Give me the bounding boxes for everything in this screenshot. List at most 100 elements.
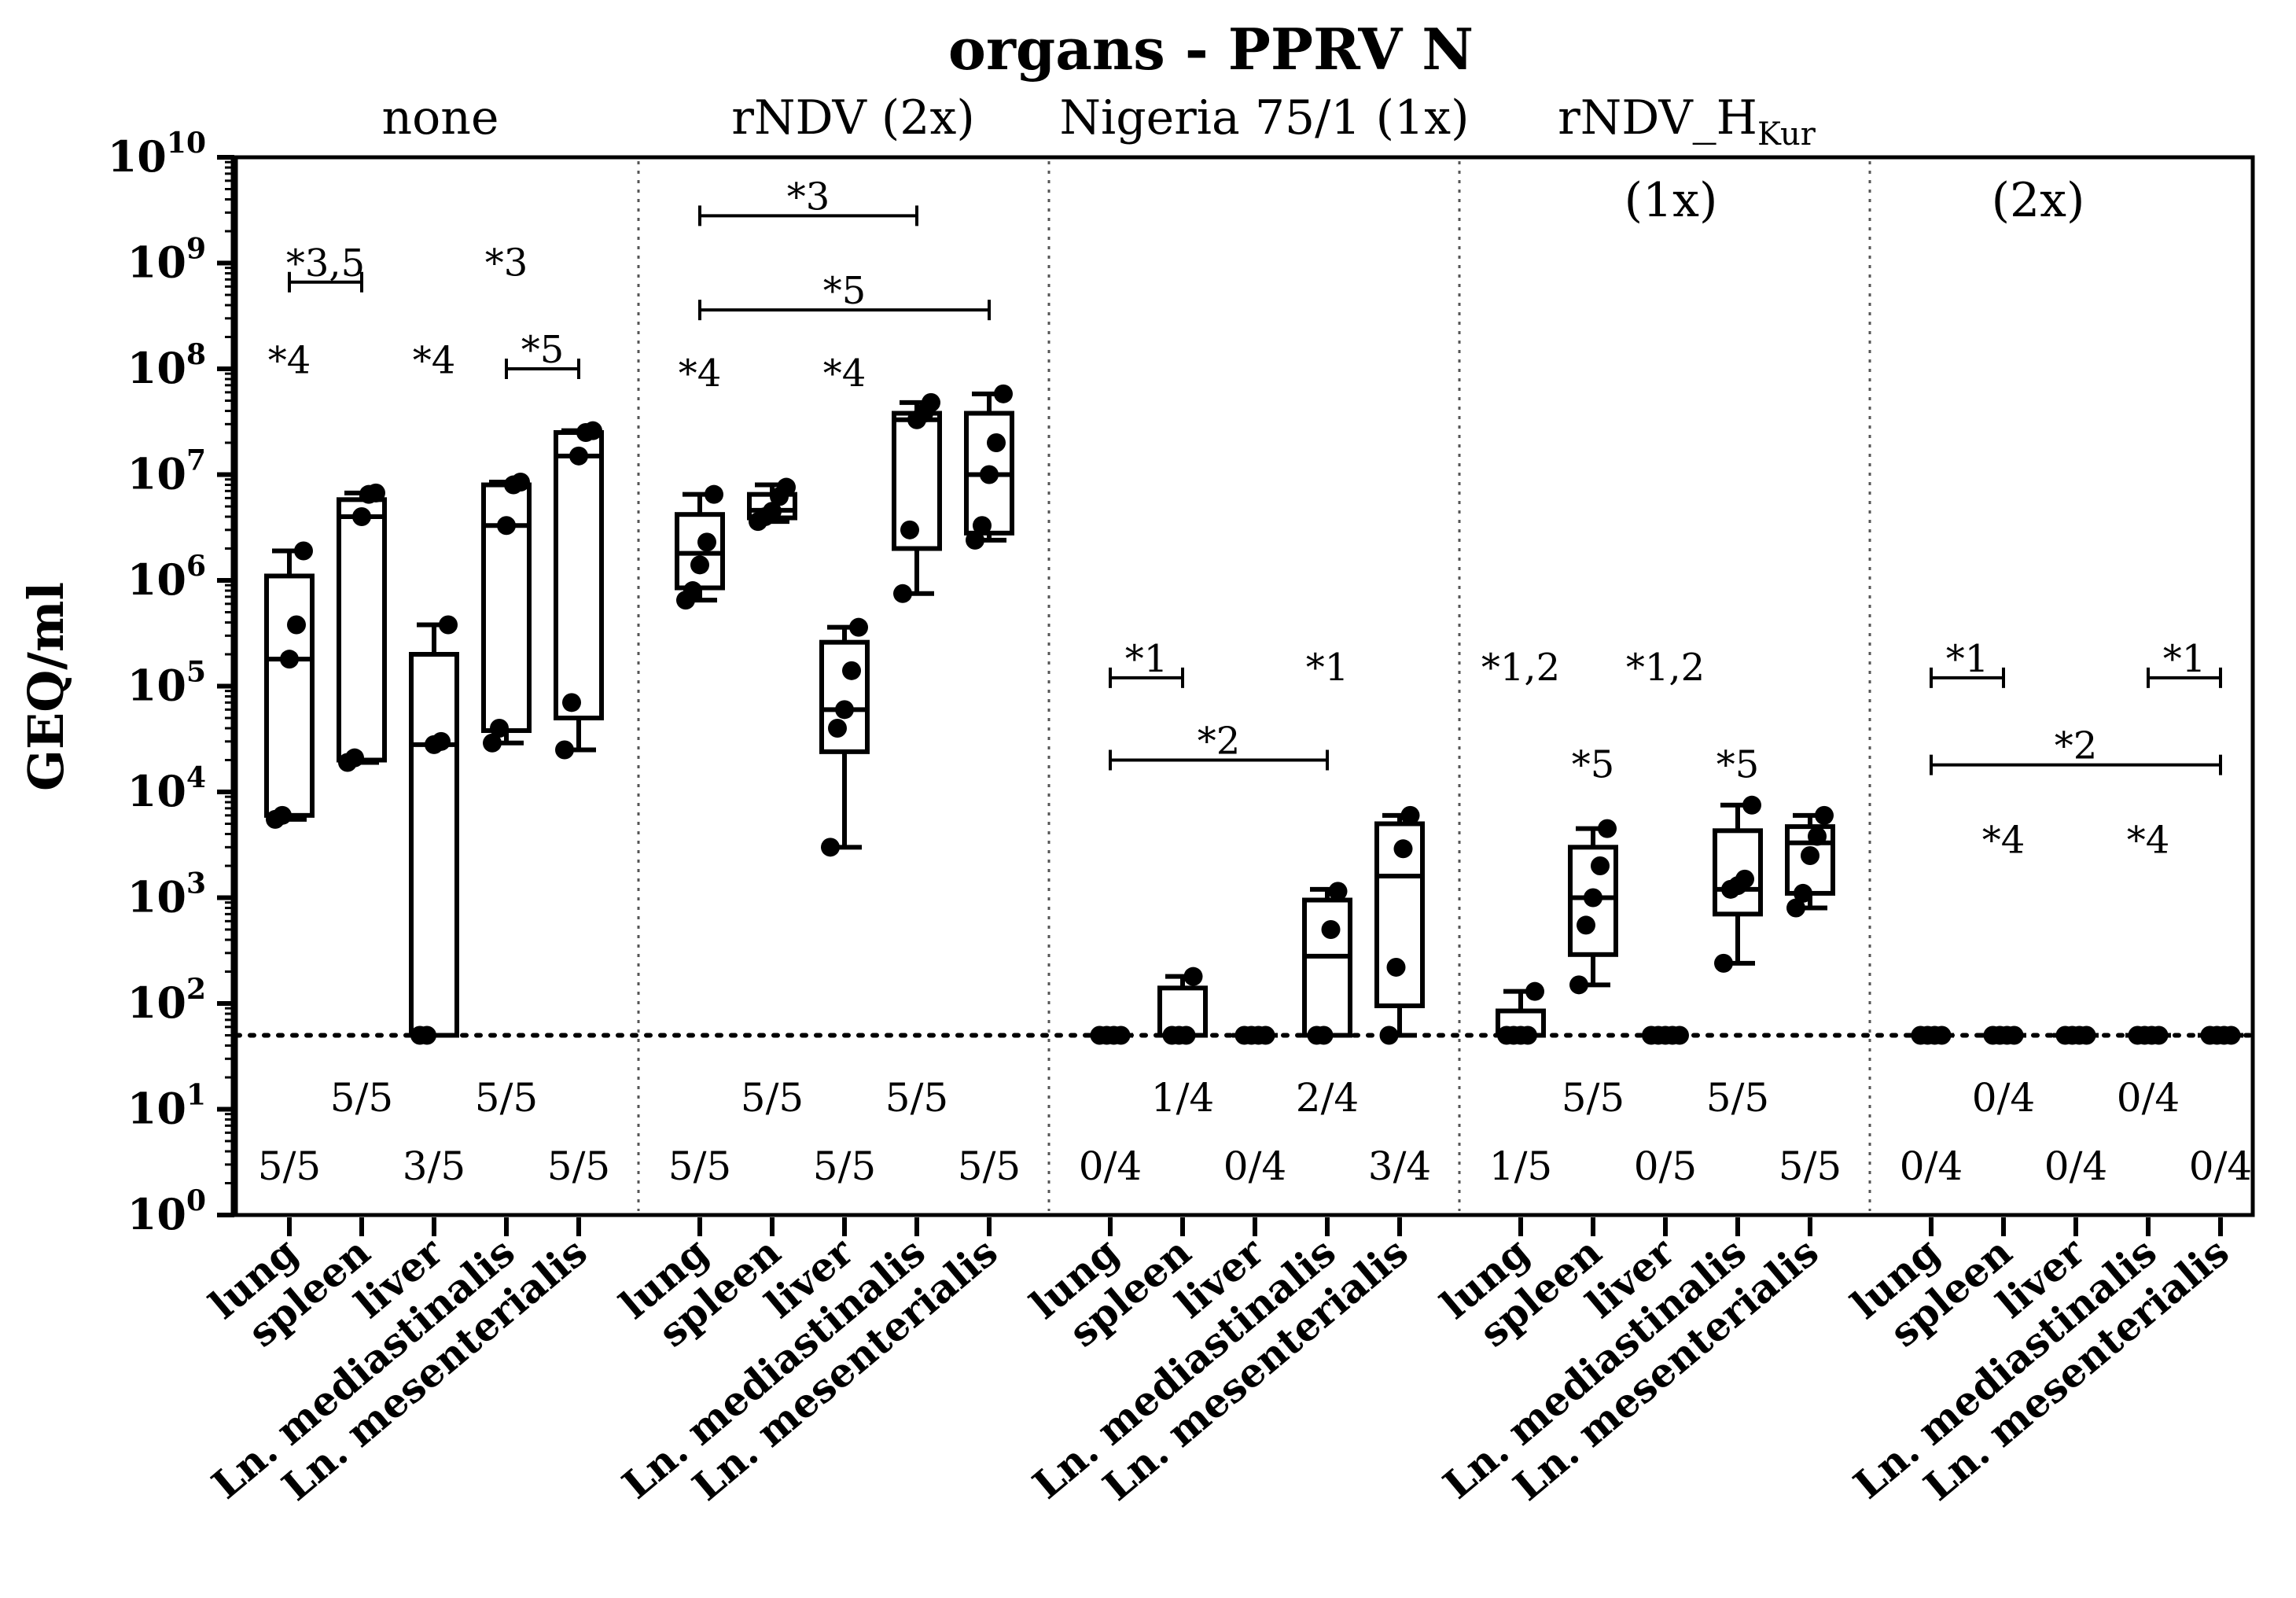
data-point: [366, 483, 385, 503]
data-point: [1794, 883, 1812, 903]
data-point: [1598, 819, 1617, 838]
box-1-1: [747, 477, 797, 532]
y-tick-label: 106: [127, 550, 206, 605]
data-point: [1183, 967, 1203, 986]
y-tick-label: 109: [127, 233, 206, 288]
ratio-label: 5/5: [1706, 1075, 1769, 1121]
significance-label: *3,5: [286, 241, 365, 285]
data-point: [980, 465, 999, 484]
y-tick-label: 1010: [108, 127, 206, 182]
y-axis-label: GEQ/ml: [17, 582, 75, 791]
y-tick-label-exponent: 2: [186, 973, 206, 1006]
data-point: [1400, 805, 1420, 825]
y-tick-label-base: 10: [127, 449, 186, 499]
significance-label: *5: [1572, 743, 1615, 787]
box-iqr: [409, 652, 459, 1038]
data-point: [1525, 981, 1544, 1001]
ratio-label: 0/4: [2117, 1075, 2180, 1121]
ratio-label: 5/5: [475, 1075, 538, 1121]
data-point: [1569, 975, 1588, 995]
box-0-4: [554, 421, 604, 760]
group-header-rndv-hkur-sub: Kur: [1757, 116, 1816, 153]
data-point: [835, 700, 854, 720]
box-iqr: [1302, 897, 1352, 1038]
ratio-label: 0/4: [2189, 1143, 2252, 1189]
ratio-label: 1/4: [1151, 1075, 1214, 1121]
y-tick-label-exponent: 10: [167, 127, 206, 160]
data-point: [987, 433, 1006, 453]
ratio-label: 5/5: [1779, 1143, 1842, 1189]
y-tick-label: 102: [127, 973, 206, 1028]
data-point: [763, 502, 782, 521]
data-point: [439, 615, 458, 635]
ratio-label: 0/4: [2044, 1143, 2107, 1189]
data-point: [280, 650, 299, 669]
box-0-2: [409, 615, 459, 1045]
y-tick-label-exponent: 7: [186, 444, 206, 477]
data-point: [1735, 869, 1754, 889]
y-tick-label: 103: [127, 867, 206, 922]
ratio-label: 5/5: [885, 1075, 948, 1121]
box-4-0: [1908, 1025, 1954, 1045]
data-point: [418, 1025, 436, 1045]
ratio-label: 0/4: [1900, 1143, 1963, 1189]
data-point: [1815, 805, 1834, 825]
data-point: [966, 530, 984, 550]
box-1-3: [892, 392, 942, 603]
box-iqr: [1713, 828, 1763, 917]
significance-label: *1: [1306, 646, 1349, 690]
significance-label: *4: [413, 338, 456, 382]
significance-label: *2: [2055, 724, 2098, 768]
significance-label: *4: [268, 338, 311, 382]
data-point: [1714, 953, 1733, 973]
ratio-label: 2/4: [1296, 1075, 1359, 1121]
box-4-3: [2125, 1025, 2171, 1045]
data-point: [1801, 845, 1820, 865]
ratio-label: 0/4: [1223, 1143, 1286, 1189]
y-tick-label-exponent: 3: [186, 867, 206, 900]
ratio-label: 3/5: [403, 1143, 465, 1189]
data-point: [432, 731, 451, 751]
y-tick-label: 100: [127, 1184, 206, 1239]
data-point: [1379, 1025, 1399, 1045]
significance-label: *1,2: [1481, 646, 1560, 690]
box-2-3: [1302, 882, 1352, 1045]
data-point: [287, 615, 306, 635]
data-point: [1176, 1025, 1196, 1045]
y-tick-label-base: 10: [108, 131, 167, 182]
data-point: [683, 581, 702, 601]
box-4-1: [1981, 1025, 2026, 1045]
group-header-2x: (2x): [1992, 173, 2085, 228]
box-iqr: [554, 429, 604, 720]
data-point: [777, 477, 796, 497]
data-point: [1786, 898, 1805, 918]
y-tick-label: 105: [127, 656, 206, 711]
significance-label: *3: [787, 175, 830, 219]
box-3-2: [1642, 1025, 1689, 1045]
data-point: [849, 617, 868, 637]
significance-label: *1: [1946, 637, 1989, 681]
y-tick-label-exponent: 8: [186, 338, 206, 371]
data-point: [690, 555, 709, 575]
y-tick-label-base: 10: [127, 872, 186, 922]
y-tick-label-base: 10: [127, 343, 186, 393]
data-point: [1808, 827, 1827, 846]
y-tick-label-base: 10: [127, 1084, 186, 1134]
significance-label: *4: [679, 352, 722, 396]
data-point: [497, 516, 516, 536]
y-tick-label: 108: [127, 338, 206, 393]
box-iqr: [264, 573, 315, 818]
data-point: [1932, 1025, 1952, 1045]
group-header-nigeria: Nigeria 75/1 (1x): [1060, 90, 1470, 145]
box-3-0: [1496, 981, 1546, 1045]
box-iqr: [819, 639, 870, 754]
ratio-label: 5/5: [330, 1075, 393, 1121]
ratio-label: 5/5: [958, 1143, 1021, 1189]
y-tick-label-base: 10: [127, 661, 186, 711]
significance-label: *5: [1716, 743, 1760, 787]
data-point: [555, 740, 574, 760]
data-point: [1518, 1025, 1537, 1045]
data-point: [1577, 915, 1595, 935]
